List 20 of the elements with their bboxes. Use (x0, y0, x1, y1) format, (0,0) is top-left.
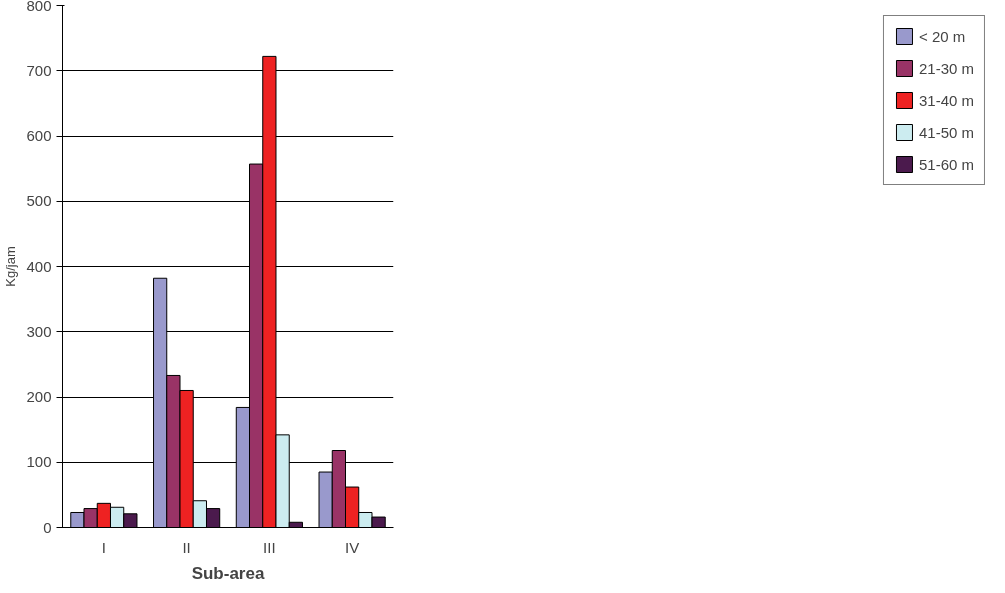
legend-label: 31-40 m (918, 91, 974, 109)
y-tick-label: 200 (26, 388, 52, 405)
y-tick-label: 0 (43, 518, 52, 536)
x-tick-label: II (182, 538, 191, 556)
y-tick-label: 400 (26, 257, 52, 275)
x-tick-label: I (101, 538, 106, 556)
x-tick-label: IV (345, 538, 360, 556)
y-tick-label: 700 (26, 61, 52, 79)
legend-label: 21-30 m (918, 59, 974, 77)
y-tick-label: 500 (26, 192, 52, 210)
x-tick-label: III (263, 538, 276, 556)
y-tick-label: 100 (26, 453, 52, 471)
x-axis-title: Sub-area (191, 563, 265, 583)
legend-label: 41-50 m (918, 123, 974, 141)
y-tick-label: 300 (26, 322, 52, 340)
y-axis-title: Kg/jam (3, 246, 19, 287)
legend-label: < 20 m (918, 27, 966, 45)
legend-label: 51-60 m (918, 155, 974, 173)
y-tick-label: 800 (26, 0, 52, 14)
y-tick-label: 600 (26, 127, 52, 144)
